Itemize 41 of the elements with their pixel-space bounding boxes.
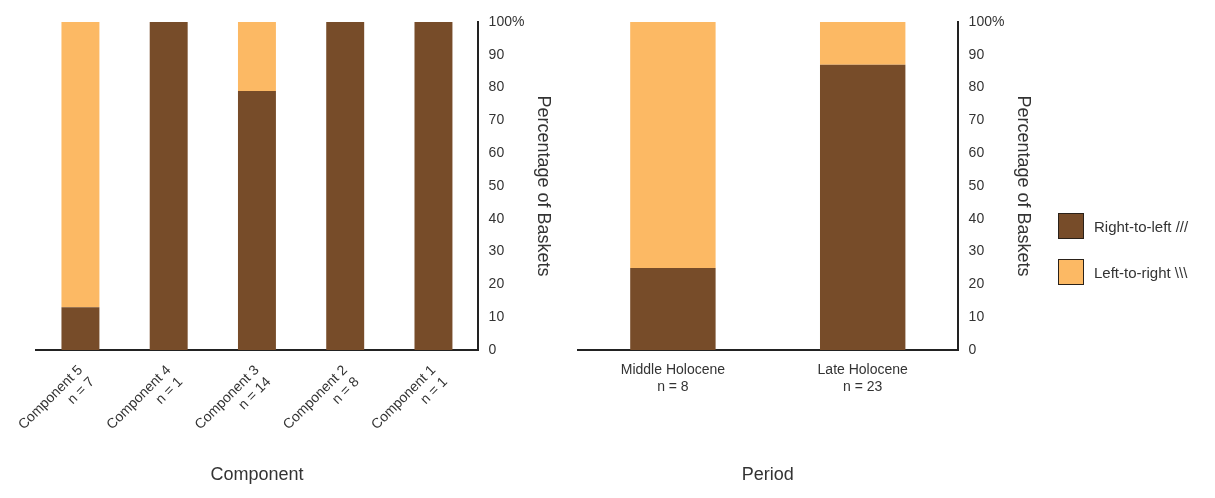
bar <box>237 90 276 350</box>
y-tick-label: 50 <box>488 176 505 193</box>
legend-label: Left-to-right \\\ <box>1094 263 1188 281</box>
y-axis-title: Percentage of Baskets <box>534 95 555 277</box>
x-axis-title: Component <box>210 464 304 485</box>
x-tick-label: Middle Holocene n = 8 <box>620 361 726 395</box>
y-axis-title: Percentage of Baskets <box>1014 95 1035 277</box>
y-tick-label: 30 <box>968 242 985 259</box>
y-tick-label: 20 <box>968 275 985 292</box>
bar <box>61 307 100 350</box>
bar <box>819 64 906 350</box>
y-tick-label: 20 <box>488 275 505 292</box>
y-tick-label: 60 <box>488 144 505 161</box>
y-tick-label: 90 <box>968 45 985 62</box>
y-tick-label: 10 <box>968 308 985 325</box>
y-tick-label: 0 <box>488 340 497 357</box>
y-tick-label: 80 <box>968 78 985 95</box>
x-axis-title: Period <box>741 464 794 485</box>
y-tick-label: 0 <box>968 340 977 357</box>
y-tick-label: 80 <box>488 78 505 95</box>
bar <box>326 22 365 350</box>
bar <box>630 22 716 268</box>
bar <box>237 22 276 91</box>
y-tick-label: 100% <box>488 12 525 29</box>
bar <box>61 22 100 308</box>
y-tick-label: 40 <box>488 209 505 226</box>
y-tick-label: 70 <box>968 111 985 128</box>
y-tick-label: 70 <box>488 111 505 128</box>
y-tick-label: 30 <box>488 242 505 259</box>
bar <box>630 268 716 350</box>
bar <box>414 22 453 350</box>
y-tick-label: 10 <box>488 308 505 325</box>
x-tick-label: Late Holocene n = 23 <box>817 361 909 395</box>
y-tick-label: 40 <box>968 209 985 226</box>
y-tick-label: 60 <box>968 144 985 161</box>
y-tick-label: 100% <box>968 12 1005 29</box>
legend-label: Right-to-left /// <box>1094 217 1189 235</box>
y-tick-label: 90 <box>488 45 505 62</box>
bar <box>819 22 906 65</box>
y-tick-label: 50 <box>968 176 985 193</box>
bar <box>149 22 188 350</box>
